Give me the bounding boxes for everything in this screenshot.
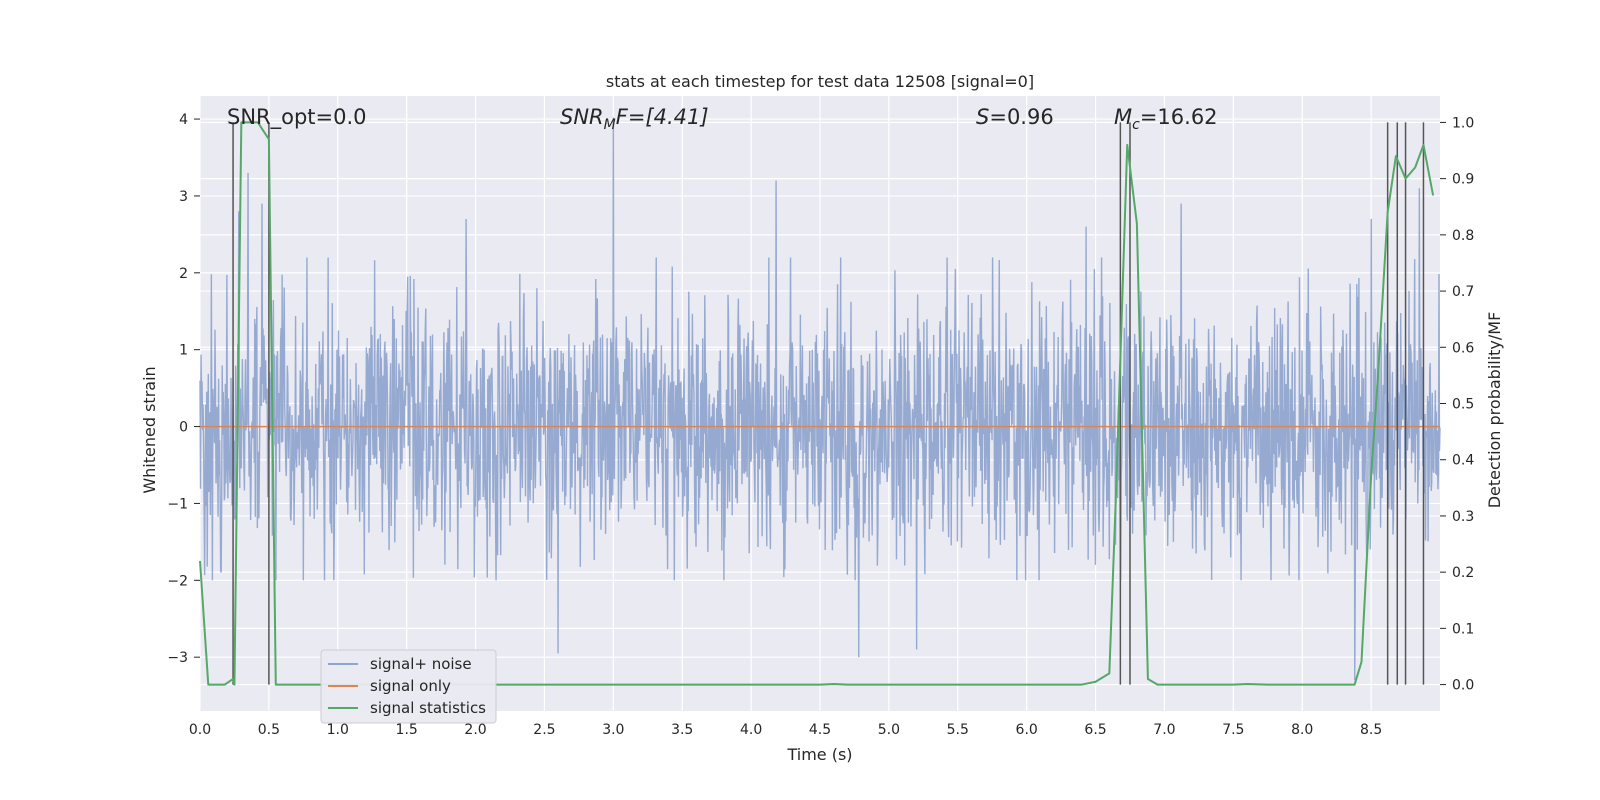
x-axis-label: Time (s) bbox=[786, 745, 852, 764]
y-left-tick-label-4: 1 bbox=[179, 343, 188, 359]
y-right-tick-label-4: 0.4 bbox=[1452, 453, 1474, 469]
noise-trace bbox=[199, 117, 1441, 681]
y-left-tick-label-5: 2 bbox=[179, 266, 188, 282]
annotation-s: S=0.96 bbox=[976, 105, 1054, 129]
y-left-tick-label-6: 3 bbox=[179, 189, 188, 205]
legend-label-signal-noise: signal+ noise bbox=[370, 655, 472, 673]
x-tick-label-14: 7.0 bbox=[1153, 722, 1175, 738]
annotation-snr-opt: SNR_opt=0.0 bbox=[227, 105, 367, 130]
y-left-tick-label-1: −2 bbox=[167, 573, 188, 589]
y-right-tick-label-10: 1.0 bbox=[1452, 115, 1474, 131]
x-axis-ticks: 0.0 0.5 1.0 1.5 2.0 2.5 3.0 3.5 4.0 4.5 5.0 5.5 6.0 6… bbox=[189, 722, 1382, 738]
x-tick-label-0: 0.0 bbox=[189, 722, 211, 738]
x-tick-label-8: 4.0 bbox=[740, 722, 762, 738]
y-left-tick-label-0: −3 bbox=[167, 650, 188, 666]
x-tick-label-13: 6.5 bbox=[1084, 722, 1106, 738]
x-tick-label-11: 5.5 bbox=[947, 722, 969, 738]
y-left-axis-ticks: −3 −2 −1 0 1 2 3 4 bbox=[167, 112, 200, 666]
x-tick-label-1: 0.5 bbox=[258, 722, 280, 738]
x-tick-label-10: 5.0 bbox=[878, 722, 900, 738]
y-right-tick-label-8: 0.8 bbox=[1452, 228, 1474, 244]
x-tick-label-9: 4.5 bbox=[809, 722, 831, 738]
x-tick-label-16: 8.0 bbox=[1291, 722, 1313, 738]
x-tick-label-17: 8.5 bbox=[1360, 722, 1382, 738]
y-right-tick-label-5: 0.5 bbox=[1452, 397, 1474, 413]
x-tick-label-5: 2.5 bbox=[533, 722, 555, 738]
x-tick-label-7: 3.5 bbox=[671, 722, 693, 738]
y-left-axis-label: Whitened strain bbox=[140, 366, 159, 493]
y-left-tick-label-2: −1 bbox=[167, 496, 188, 512]
y-left-tick-label-7: 4 bbox=[179, 112, 188, 128]
series-signal-statistics bbox=[199, 121, 1435, 686]
y-right-tick-label-0: 0.0 bbox=[1452, 678, 1474, 694]
y-right-tick-label-9: 0.9 bbox=[1452, 172, 1474, 188]
y-right-tick-label-7: 0.7 bbox=[1452, 284, 1474, 300]
x-tick-label-12: 6.0 bbox=[1016, 722, 1038, 738]
y-right-tick-label-2: 0.2 bbox=[1452, 565, 1474, 581]
annotation-mc: Mc=16.62 bbox=[1114, 105, 1218, 133]
legend-label-signal-statistics: signal statistics bbox=[370, 699, 486, 717]
x-tick-label-2: 1.0 bbox=[327, 722, 349, 738]
y-left-tick-label-3: 0 bbox=[179, 420, 188, 436]
y-right-tick-label-6: 0.6 bbox=[1452, 340, 1474, 356]
chart-title: stats at each timestep for test data 125… bbox=[606, 72, 1034, 91]
y-right-tick-label-1: 0.1 bbox=[1452, 621, 1474, 637]
legend-box bbox=[320, 649, 497, 724]
x-tick-label-15: 7.5 bbox=[1222, 722, 1244, 738]
x-tick-label-3: 1.5 bbox=[396, 722, 418, 738]
y-right-tick-label-3: 0.3 bbox=[1452, 509, 1474, 525]
y-right-axis-label: Detection probability/MF bbox=[1485, 312, 1504, 509]
x-tick-label-6: 3.0 bbox=[602, 722, 624, 738]
legend: signal+ noise signal only signal statist… bbox=[320, 649, 497, 724]
series-signal-noise bbox=[199, 117, 1441, 681]
legend-label-signal-only: signal only bbox=[370, 677, 451, 695]
y-right-axis-ticks: 0.0 0.1 0.2 0.3 0.4 0.5 0.6 0.7 0.8 0.9 1.0 bbox=[1440, 115, 1474, 694]
signal-statistics-line bbox=[199, 121, 1435, 686]
x-tick-label-4: 2.0 bbox=[464, 722, 486, 738]
annotation-snr-mf: SNRMF=[4.41] bbox=[560, 105, 709, 133]
